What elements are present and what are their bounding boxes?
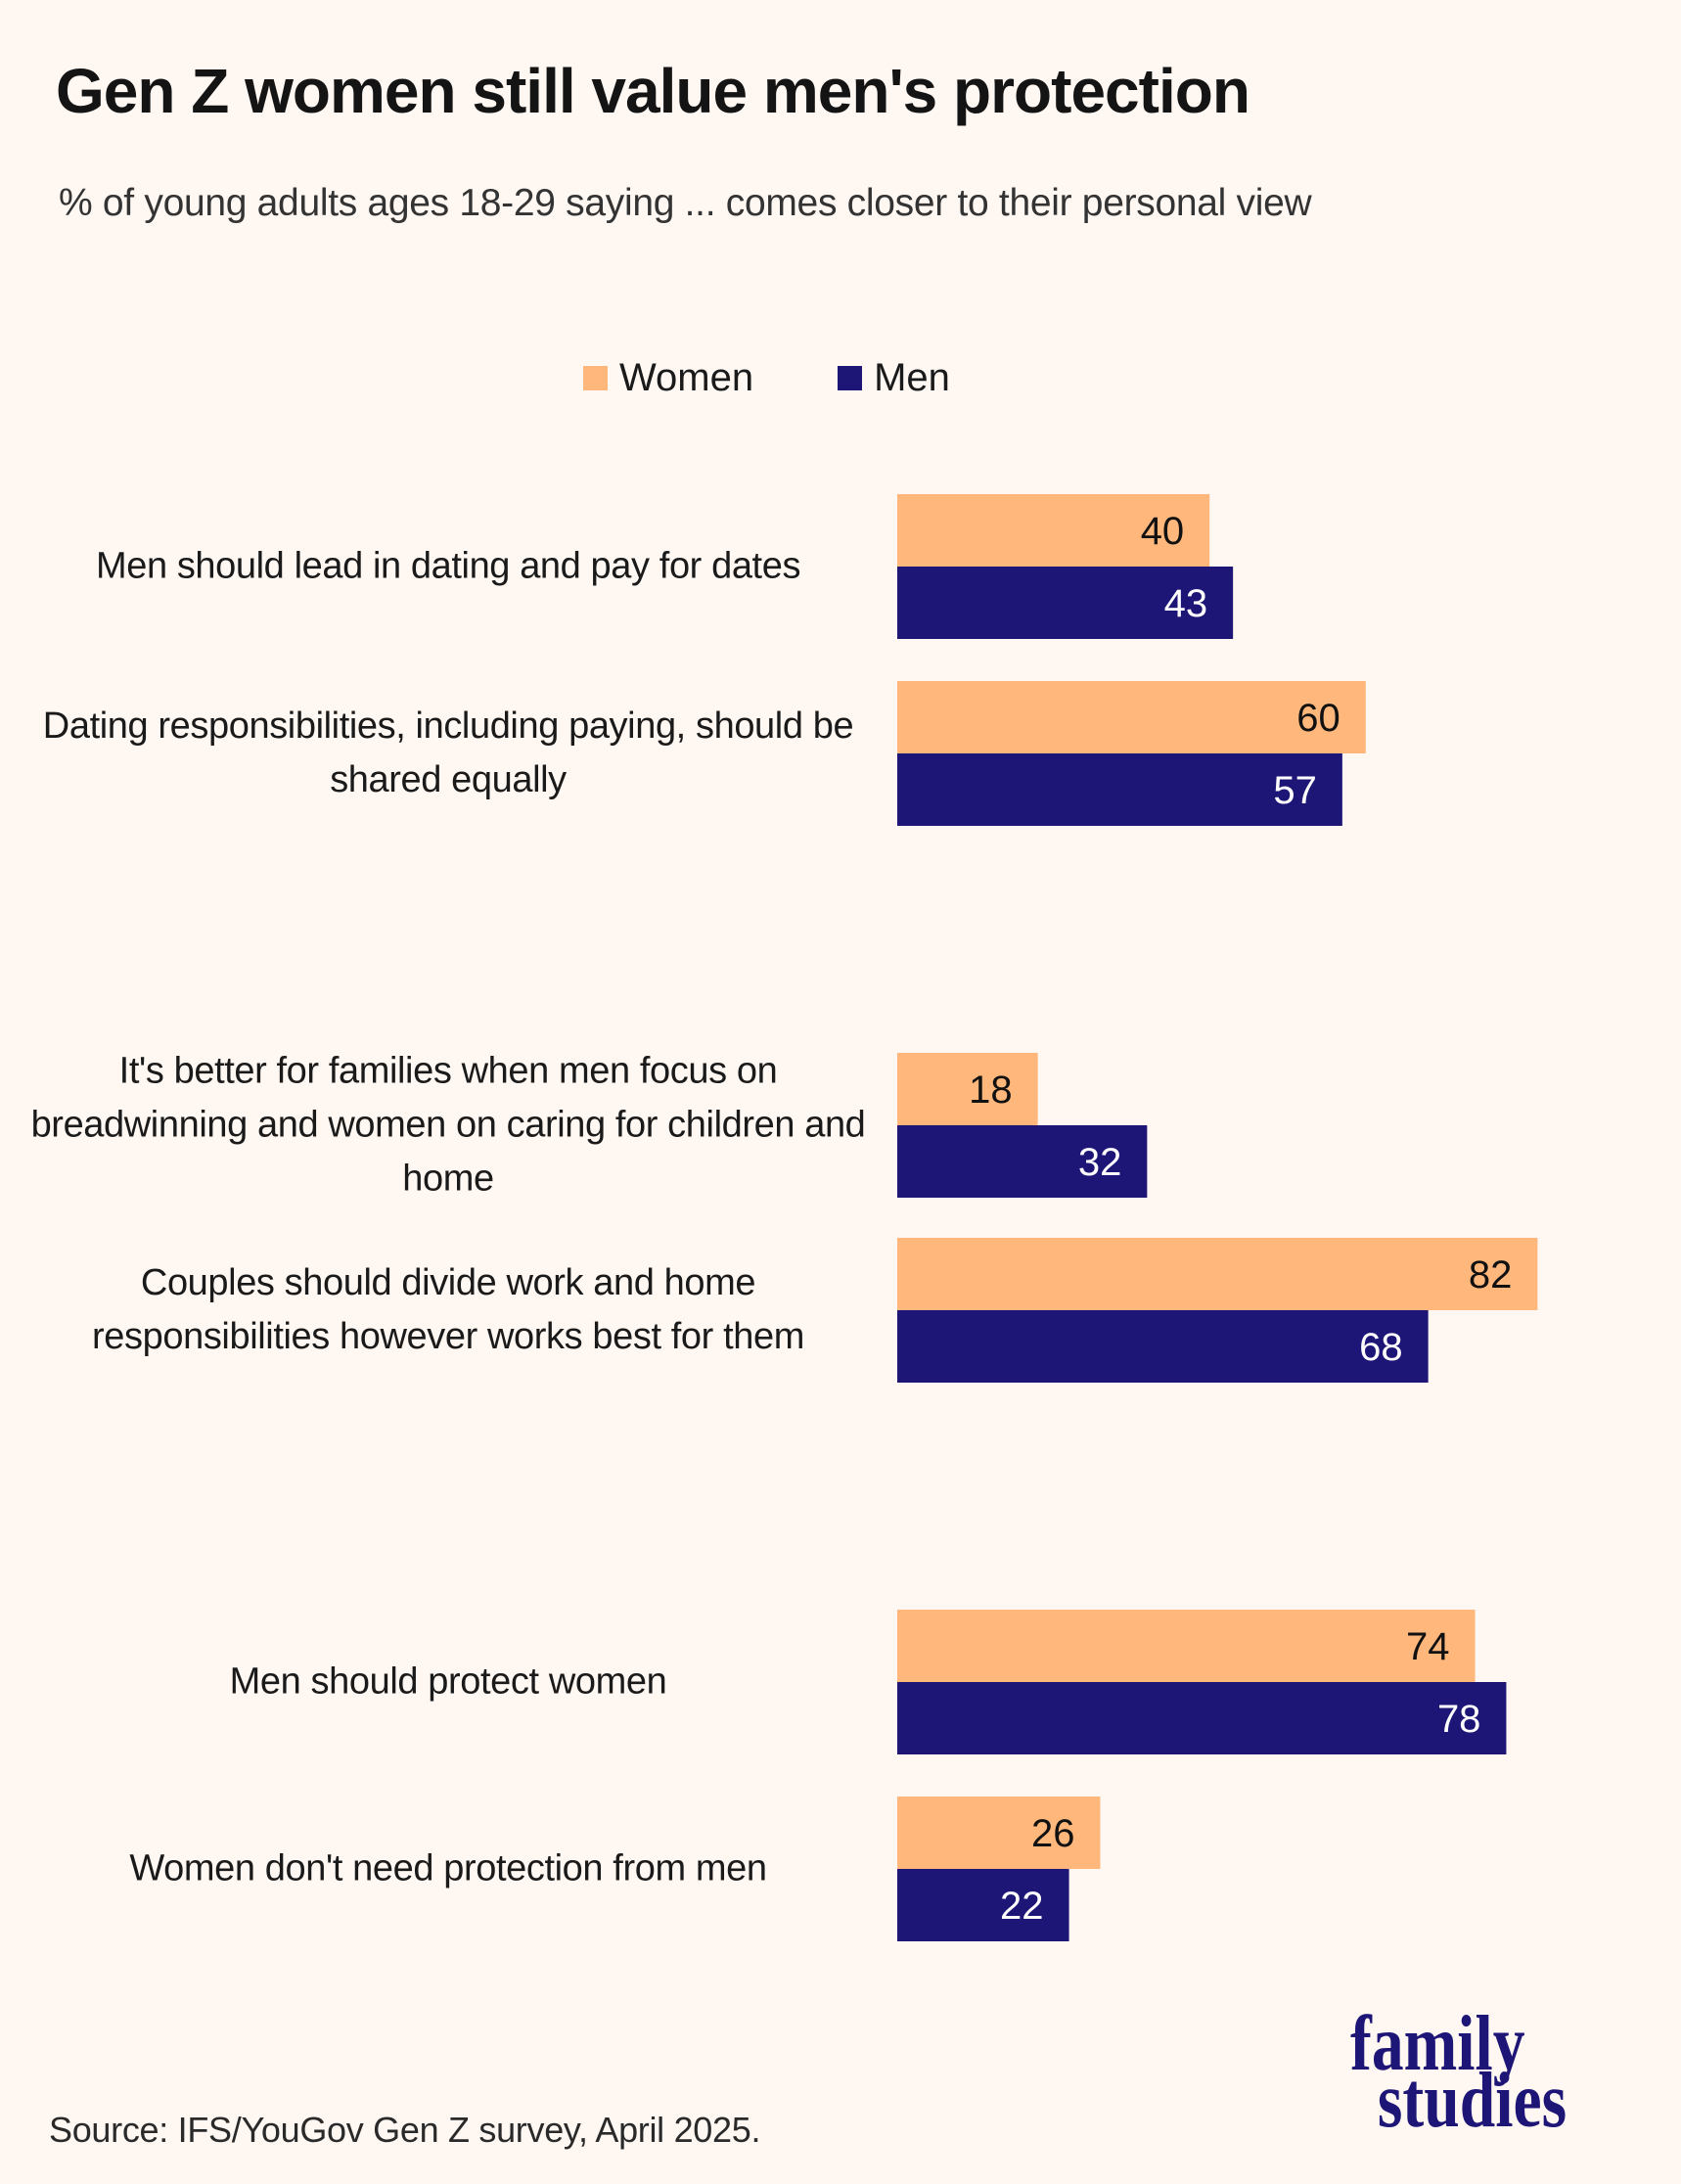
data-label-women: 26	[1031, 1812, 1075, 1855]
data-label-women: 82	[1469, 1253, 1513, 1297]
data-label-women: 74	[1406, 1625, 1450, 1668]
legend-swatch-women	[583, 366, 608, 390]
family-studies-logo: family studies	[1350, 2001, 1567, 2144]
category-label: Couples should divide work and home resp…	[92, 1262, 804, 1357]
bar-men	[897, 1125, 1148, 1198]
chart-title: Gen Z women still value men's protection	[56, 56, 1250, 126]
category-label: It's better for families when men focus …	[30, 1050, 866, 1200]
legend-label-men: Men	[874, 356, 950, 399]
data-label-men: 78	[1437, 1698, 1481, 1741]
bar-men	[897, 1682, 1507, 1754]
data-label-men: 22	[1000, 1885, 1044, 1928]
category-label: Men should lead in dating and pay for da…	[95, 545, 801, 587]
bar-men	[897, 567, 1234, 639]
legend: Women Men	[583, 356, 1034, 400]
bar-women	[897, 1797, 1101, 1869]
logo-line-1: family	[1350, 2001, 1525, 2087]
bar-men	[897, 1869, 1069, 1941]
source-note: Source: IFS/YouGov Gen Z survey, April 2…	[49, 2110, 761, 2150]
legend-item-women: Women	[583, 356, 753, 400]
data-label-men: 32	[1078, 1141, 1122, 1184]
data-label-women: 40	[1141, 510, 1185, 553]
logo-line-2: studies	[1377, 2058, 1567, 2144]
legend-label-women: Women	[619, 356, 754, 399]
legend-swatch-men	[838, 366, 863, 390]
data-label-men: 68	[1359, 1326, 1403, 1369]
category-label: Dating responsibilities, including payin…	[42, 705, 854, 800]
data-label-women: 18	[969, 1069, 1013, 1112]
category-label: Men should protect women	[229, 1661, 667, 1703]
bar-women	[897, 1053, 1038, 1125]
category-label: Women don't need protection from men	[129, 1847, 767, 1889]
data-label-men: 43	[1164, 582, 1208, 625]
bar-men	[897, 753, 1342, 826]
bar-women	[897, 494, 1210, 567]
bar-women	[897, 681, 1366, 753]
bar-women	[897, 1610, 1476, 1682]
bar-men	[897, 1310, 1429, 1383]
data-label-women: 60	[1296, 697, 1340, 740]
data-label-men: 57	[1273, 769, 1317, 812]
bar-women	[897, 1238, 1538, 1310]
chart-subtitle: % of young adults ages 18-29 saying ... …	[59, 182, 1312, 224]
legend-item-men: Men	[838, 356, 950, 400]
